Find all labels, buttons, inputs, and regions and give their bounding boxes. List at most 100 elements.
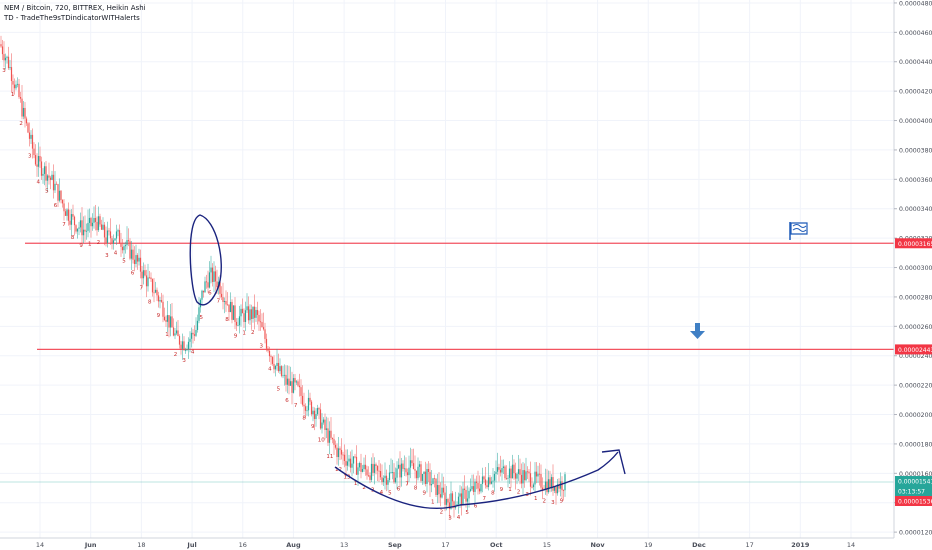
candle-body [211, 267, 214, 282]
candle-body [85, 230, 88, 232]
candle-body [13, 84, 16, 89]
candle-body [159, 300, 161, 302]
td-count-label: 7 [139, 285, 143, 291]
candle-body [250, 309, 253, 319]
candle-body [166, 315, 169, 322]
td-count-label: 5 [388, 490, 392, 496]
candle-body [556, 484, 559, 494]
candle-body [27, 123, 29, 133]
candle-body [453, 501, 455, 508]
candle-body [9, 67, 11, 69]
x-tick-label: 2019 [791, 541, 810, 549]
candle-body [435, 478, 437, 495]
candle-body [294, 378, 296, 383]
rounded-bottom-arc-drawing[interactable] [334, 451, 619, 509]
candle-body [165, 320, 167, 322]
candle-body [279, 366, 281, 372]
candle-body [496, 467, 499, 472]
candle-body [124, 245, 127, 247]
candle-body [180, 344, 182, 349]
candle-body [283, 374, 286, 376]
price-label-text: 03:13:57 [898, 488, 925, 495]
candle-body [120, 243, 122, 247]
candle-body [205, 281, 208, 283]
candle-body [46, 175, 49, 181]
candle-body [327, 428, 329, 443]
flag-icon[interactable] [789, 222, 808, 240]
candle-body [370, 463, 373, 480]
td-count-label: 2 [251, 330, 255, 336]
candle-body [391, 472, 394, 473]
td-count-label: 1 [11, 92, 15, 98]
candle-body [318, 408, 320, 410]
candle-body [457, 496, 460, 505]
td-count-label: 10 [318, 438, 325, 444]
candle-body [558, 484, 560, 489]
candle-body [147, 277, 149, 287]
candle-body [427, 468, 430, 472]
candle-body [393, 472, 395, 483]
candle-body [88, 217, 91, 223]
horizontal-lines[interactable] [0, 242, 894, 483]
candle-body [547, 479, 550, 493]
candle-body [30, 134, 32, 139]
candle-body [373, 464, 376, 473]
td-count-label: 2 [362, 485, 366, 491]
candle-body [28, 132, 31, 139]
td-count-label: 9 [422, 490, 426, 496]
candle-body [141, 271, 143, 279]
candle-body [385, 475, 388, 485]
td-count-label: 4 [37, 179, 41, 185]
candle-body [151, 279, 154, 293]
candle-body [208, 272, 211, 288]
candle-body [277, 362, 280, 372]
candle-body [432, 478, 434, 485]
candle-body [231, 301, 233, 320]
candle-body [297, 381, 299, 386]
candle-body [4, 57, 7, 61]
candle-body [426, 468, 428, 484]
candle-body [514, 473, 517, 479]
candle-body [324, 419, 326, 430]
candle-body [82, 229, 85, 236]
user-drawings[interactable] [189, 214, 808, 509]
time-axis[interactable]: 14 Jun 18 Jul 16 Aug 13 Sep 17 Oct 15 Nov 19 Dec 17 201… [0, 537, 894, 549]
candle-body [430, 484, 433, 486]
candle-body [411, 460, 413, 464]
candle-body [142, 270, 145, 279]
candle-body [322, 419, 325, 423]
candle-body [10, 67, 13, 81]
candle-body [280, 366, 283, 376]
candle-body [511, 464, 514, 479]
candle-body [34, 155, 37, 165]
candle-body [349, 458, 352, 468]
td-count-label: 3 [28, 153, 32, 159]
td-count-label: 6 [285, 398, 289, 404]
candle-body [282, 375, 284, 377]
spike-ellipse-drawing[interactable] [189, 214, 222, 306]
candle-body [241, 308, 244, 314]
candle-body [480, 483, 482, 492]
candle-body [336, 447, 338, 458]
candle-body [550, 477, 553, 489]
candle-body [39, 156, 41, 162]
td-count-label: 7 [62, 222, 66, 228]
candle-body [267, 348, 269, 351]
candle-body [516, 473, 518, 479]
down-arrow-icon[interactable] [690, 323, 705, 339]
candle-body [441, 487, 443, 498]
td-count-label: 6 [397, 487, 401, 493]
candle-body [24, 107, 26, 119]
candle-body [0, 44, 2, 47]
candle-body [262, 327, 265, 330]
candle-body [334, 444, 337, 448]
candle-body [319, 409, 322, 429]
x-tick-label: Jun [84, 541, 97, 549]
candle-body [508, 468, 511, 478]
